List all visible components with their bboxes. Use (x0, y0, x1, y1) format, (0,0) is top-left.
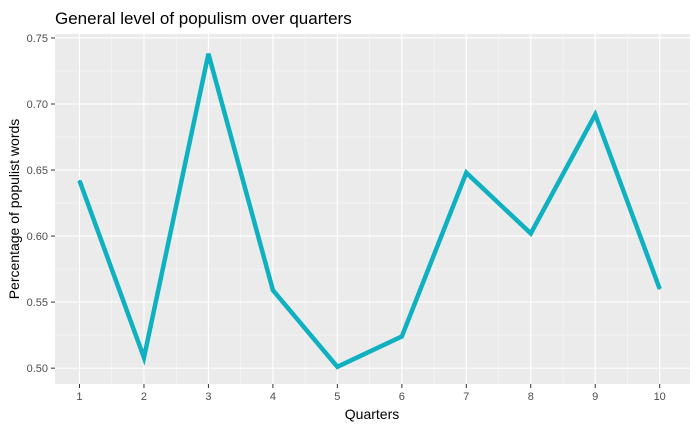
y-tick-label: 0.50 (27, 363, 48, 375)
x-tick-label: 10 (654, 391, 666, 403)
y-tick-label: 0.65 (27, 165, 48, 177)
data-point (594, 113, 597, 116)
y-axis: 0.50 0.55 0.60 0.65 0.70 0.75 (27, 33, 55, 375)
x-tick-label: 3 (205, 391, 211, 403)
y-tick-label: 0.55 (27, 297, 48, 309)
x-tick-label: 7 (463, 391, 469, 403)
data-point (272, 289, 274, 292)
data-point (336, 366, 339, 368)
x-tick-label: 2 (141, 391, 147, 403)
series-layer (77, 53, 662, 370)
data-point (207, 53, 210, 55)
x-axis-title: Quarters (345, 406, 399, 422)
y-tick-label: 0.70 (27, 99, 48, 111)
x-tick-label: 6 (399, 391, 405, 403)
x-tick-label: 4 (270, 391, 276, 403)
series-line (77, 53, 662, 370)
x-tick-label: 9 (592, 391, 598, 403)
data-point (401, 335, 403, 338)
y-axis-title: Percentage of populist words (6, 119, 22, 300)
plot-panel (55, 34, 690, 384)
x-tick-label: 1 (76, 391, 82, 403)
data-point (78, 179, 81, 182)
data-point (658, 288, 661, 290)
y-tick-label: 0.75 (27, 33, 48, 45)
data-point (529, 232, 532, 235)
x-tick-label: 8 (528, 391, 534, 403)
x-tick-label: 5 (334, 391, 340, 403)
chart-title: General level of populism over quarters (55, 9, 352, 28)
x-axis: 1 2 3 4 5 6 7 8 9 10 (76, 384, 666, 403)
minor-gridlines (55, 34, 690, 384)
data-point (143, 356, 145, 359)
major-gridlines (55, 34, 690, 384)
y-tick-label: 0.60 (27, 231, 48, 243)
data-point (465, 171, 468, 174)
